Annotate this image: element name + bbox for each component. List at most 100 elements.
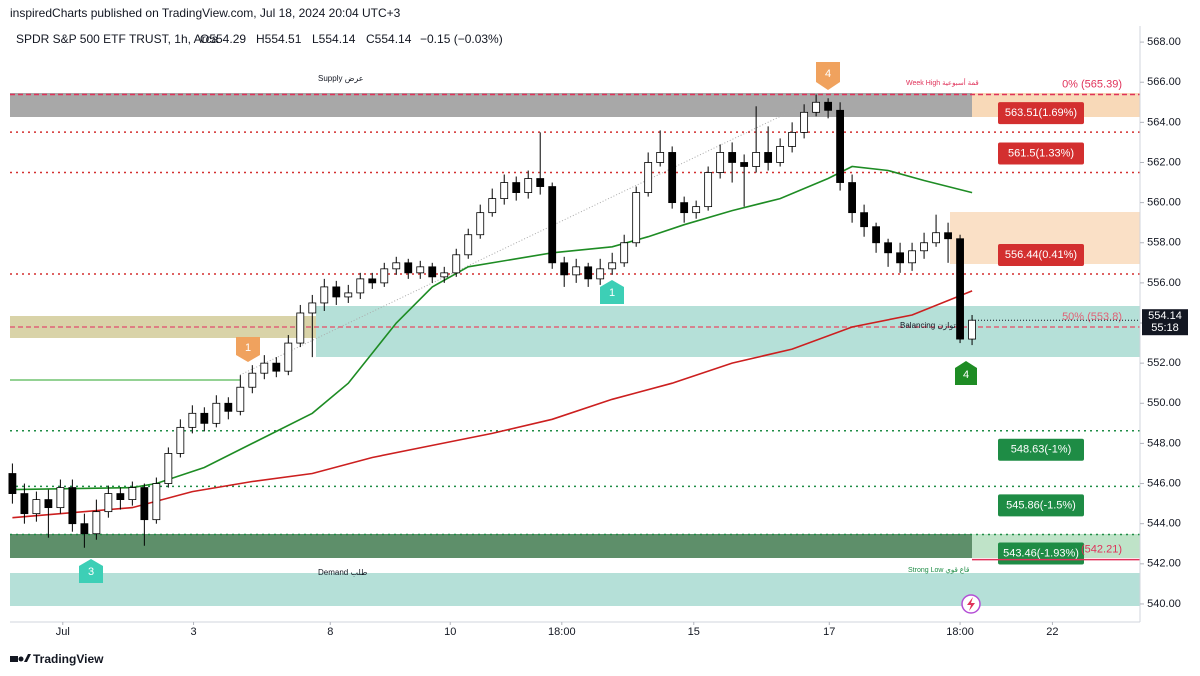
footer-logo: [10, 654, 31, 662]
symbol: SPDR S&P 500 ETF TRUST, 1h, Arca: [16, 32, 219, 46]
level-label: 556.44(0.41%): [1005, 249, 1077, 261]
demand-zone: [10, 534, 972, 558]
marker-label: 3: [88, 566, 94, 578]
candle-body: [272, 362, 281, 372]
candle-body: [200, 412, 209, 424]
candle-body: [500, 182, 509, 200]
x-tick-label: 18:00: [946, 626, 974, 638]
candle-body: [68, 487, 77, 525]
candle-body: [380, 268, 389, 284]
balancing-label: Balancing توازن: [900, 321, 956, 330]
y-tick-label: 564.00: [1147, 116, 1181, 128]
zones: [10, 93, 1140, 606]
candle-body: [620, 242, 629, 264]
y-tick-label: 546.00: [1147, 477, 1181, 489]
candle-body: [944, 232, 952, 240]
candle-body: [248, 372, 257, 388]
x-tick-label: 17: [823, 626, 835, 638]
candle-body: [512, 182, 521, 193]
candle-body: [704, 172, 713, 208]
candle-body: [428, 266, 437, 278]
x-tick-label: Jul: [56, 626, 70, 638]
candle-body: [740, 162, 749, 167]
y-tick-label: 540.00: [1147, 598, 1181, 610]
candle-body: [656, 152, 665, 163]
countdown-label: 55:18: [1151, 322, 1179, 334]
y-tick-label: 566.00: [1147, 76, 1181, 88]
candle-body: [488, 198, 497, 214]
marker: 4: [955, 361, 977, 385]
strong-low-zone: [10, 573, 1140, 606]
candle-body: [128, 487, 137, 501]
candle-body: [596, 268, 605, 280]
y-tick-label: 562.00: [1147, 156, 1181, 168]
candle-body: [44, 499, 53, 509]
candle-body: [20, 493, 29, 515]
marker: 4: [816, 62, 840, 90]
balancing-zone: [316, 306, 1140, 357]
candle-body: [56, 487, 65, 509]
candle-body: [956, 238, 964, 340]
candle-body: [284, 342, 293, 372]
level-box: [998, 244, 1084, 267]
candle-body: [872, 226, 880, 244]
candle-body: [728, 152, 737, 163]
publisher: inspiredCharts published on TradingView.…: [10, 6, 401, 20]
level-label: 0% (565.39): [1062, 78, 1122, 90]
candle-body: [140, 487, 149, 521]
candle-body: [464, 234, 473, 256]
ohlc-close: C554.14: [366, 32, 412, 46]
candle-body: [32, 499, 41, 515]
candle-body: [848, 182, 857, 214]
candle-body: [800, 111, 809, 133]
week-high-label: Week High قمة أسبوعية: [906, 78, 979, 87]
candle-body: [716, 152, 725, 173]
candle-body: [476, 212, 485, 236]
marker-label: 4: [963, 369, 969, 381]
trend-line: [239, 94, 826, 376]
ohlc-low: L554.14: [312, 32, 356, 46]
candle-body: [176, 426, 185, 454]
level-label: (542.21): [1081, 544, 1122, 556]
y-tick-label: 558.00: [1147, 237, 1181, 249]
candle-body: [404, 262, 413, 274]
x-tick-label: 10: [444, 626, 456, 638]
candle-body: [236, 386, 245, 412]
y-tick-label: 556.00: [1147, 277, 1181, 289]
candle-body: [680, 202, 689, 214]
candle-body: [296, 312, 305, 344]
candle-body: [416, 266, 425, 274]
level-box: [998, 142, 1084, 165]
candle-body: [836, 109, 845, 183]
moving-average: [12, 290, 973, 519]
candle-body: [776, 146, 785, 163]
marker: 1: [600, 280, 624, 304]
last-price-label: 554.14: [1148, 310, 1182, 322]
candle-body: [344, 292, 353, 298]
ohlc-open: O554.29: [200, 32, 246, 46]
candle-body: [332, 286, 341, 298]
candle-body: [764, 152, 773, 163]
candle-body: [752, 152, 761, 167]
marker-label: 1: [245, 342, 251, 354]
level-label: 543.46(-1.93%): [1003, 547, 1079, 559]
candle-body: [572, 266, 581, 276]
candle-body: [668, 152, 677, 204]
candle-body: [392, 262, 401, 270]
candle-body: [164, 453, 173, 484]
candle-body: [560, 262, 569, 276]
candle-body: [224, 402, 233, 412]
plot: [8, 94, 976, 548]
candle-body: [260, 362, 269, 374]
candle-body: [212, 402, 221, 424]
level-box: [998, 438, 1084, 461]
candle-body: [692, 206, 701, 214]
moving-average: [12, 165, 973, 491]
x-tick-label: 18:00: [548, 626, 576, 638]
candle-body: [320, 286, 329, 304]
ohlc-change: −0.15 (−0.03%): [420, 32, 503, 46]
y-tick-label: 552.00: [1147, 357, 1181, 369]
x-tick-label: 22: [1046, 626, 1058, 638]
marker: 3: [79, 559, 103, 583]
level-label: 548.63(-1%): [1011, 444, 1072, 456]
